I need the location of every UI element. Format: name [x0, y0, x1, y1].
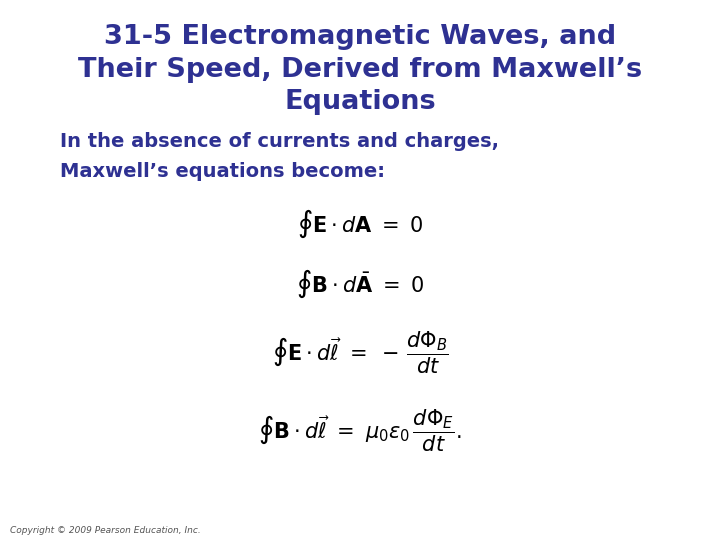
Text: $\oint \mathbf{B} \cdot d\vec{\ell} \ = \ \mu_0\epsilon_0\,\dfrac{d\Phi_E}{dt}.$: $\oint \mathbf{B} \cdot d\vec{\ell} \ = … [258, 408, 462, 454]
Text: Their Speed, Derived from Maxwell’s: Their Speed, Derived from Maxwell’s [78, 57, 642, 83]
Text: Equations: Equations [284, 89, 436, 115]
Text: In the absence of currents and charges,: In the absence of currents and charges, [60, 132, 499, 151]
Text: $\oint \mathbf{B} \cdot d\bar{\mathbf{A}} \ = \ 0$: $\oint \mathbf{B} \cdot d\bar{\mathbf{A}… [296, 267, 424, 300]
Text: $\oint \mathbf{E} \cdot d\vec{\ell} \ = \ -\,\dfrac{d\Phi_B}{dt}$: $\oint \mathbf{E} \cdot d\vec{\ell} \ = … [271, 329, 449, 375]
Text: Maxwell’s equations become:: Maxwell’s equations become: [60, 162, 385, 181]
Text: 31-5 Electromagnetic Waves, and: 31-5 Electromagnetic Waves, and [104, 24, 616, 50]
Text: $\oint \mathbf{E} \cdot d\mathbf{A} \ = \ 0$: $\oint \mathbf{E} \cdot d\mathbf{A} \ = … [297, 208, 423, 240]
Text: Copyright © 2009 Pearson Education, Inc.: Copyright © 2009 Pearson Education, Inc. [10, 525, 201, 535]
